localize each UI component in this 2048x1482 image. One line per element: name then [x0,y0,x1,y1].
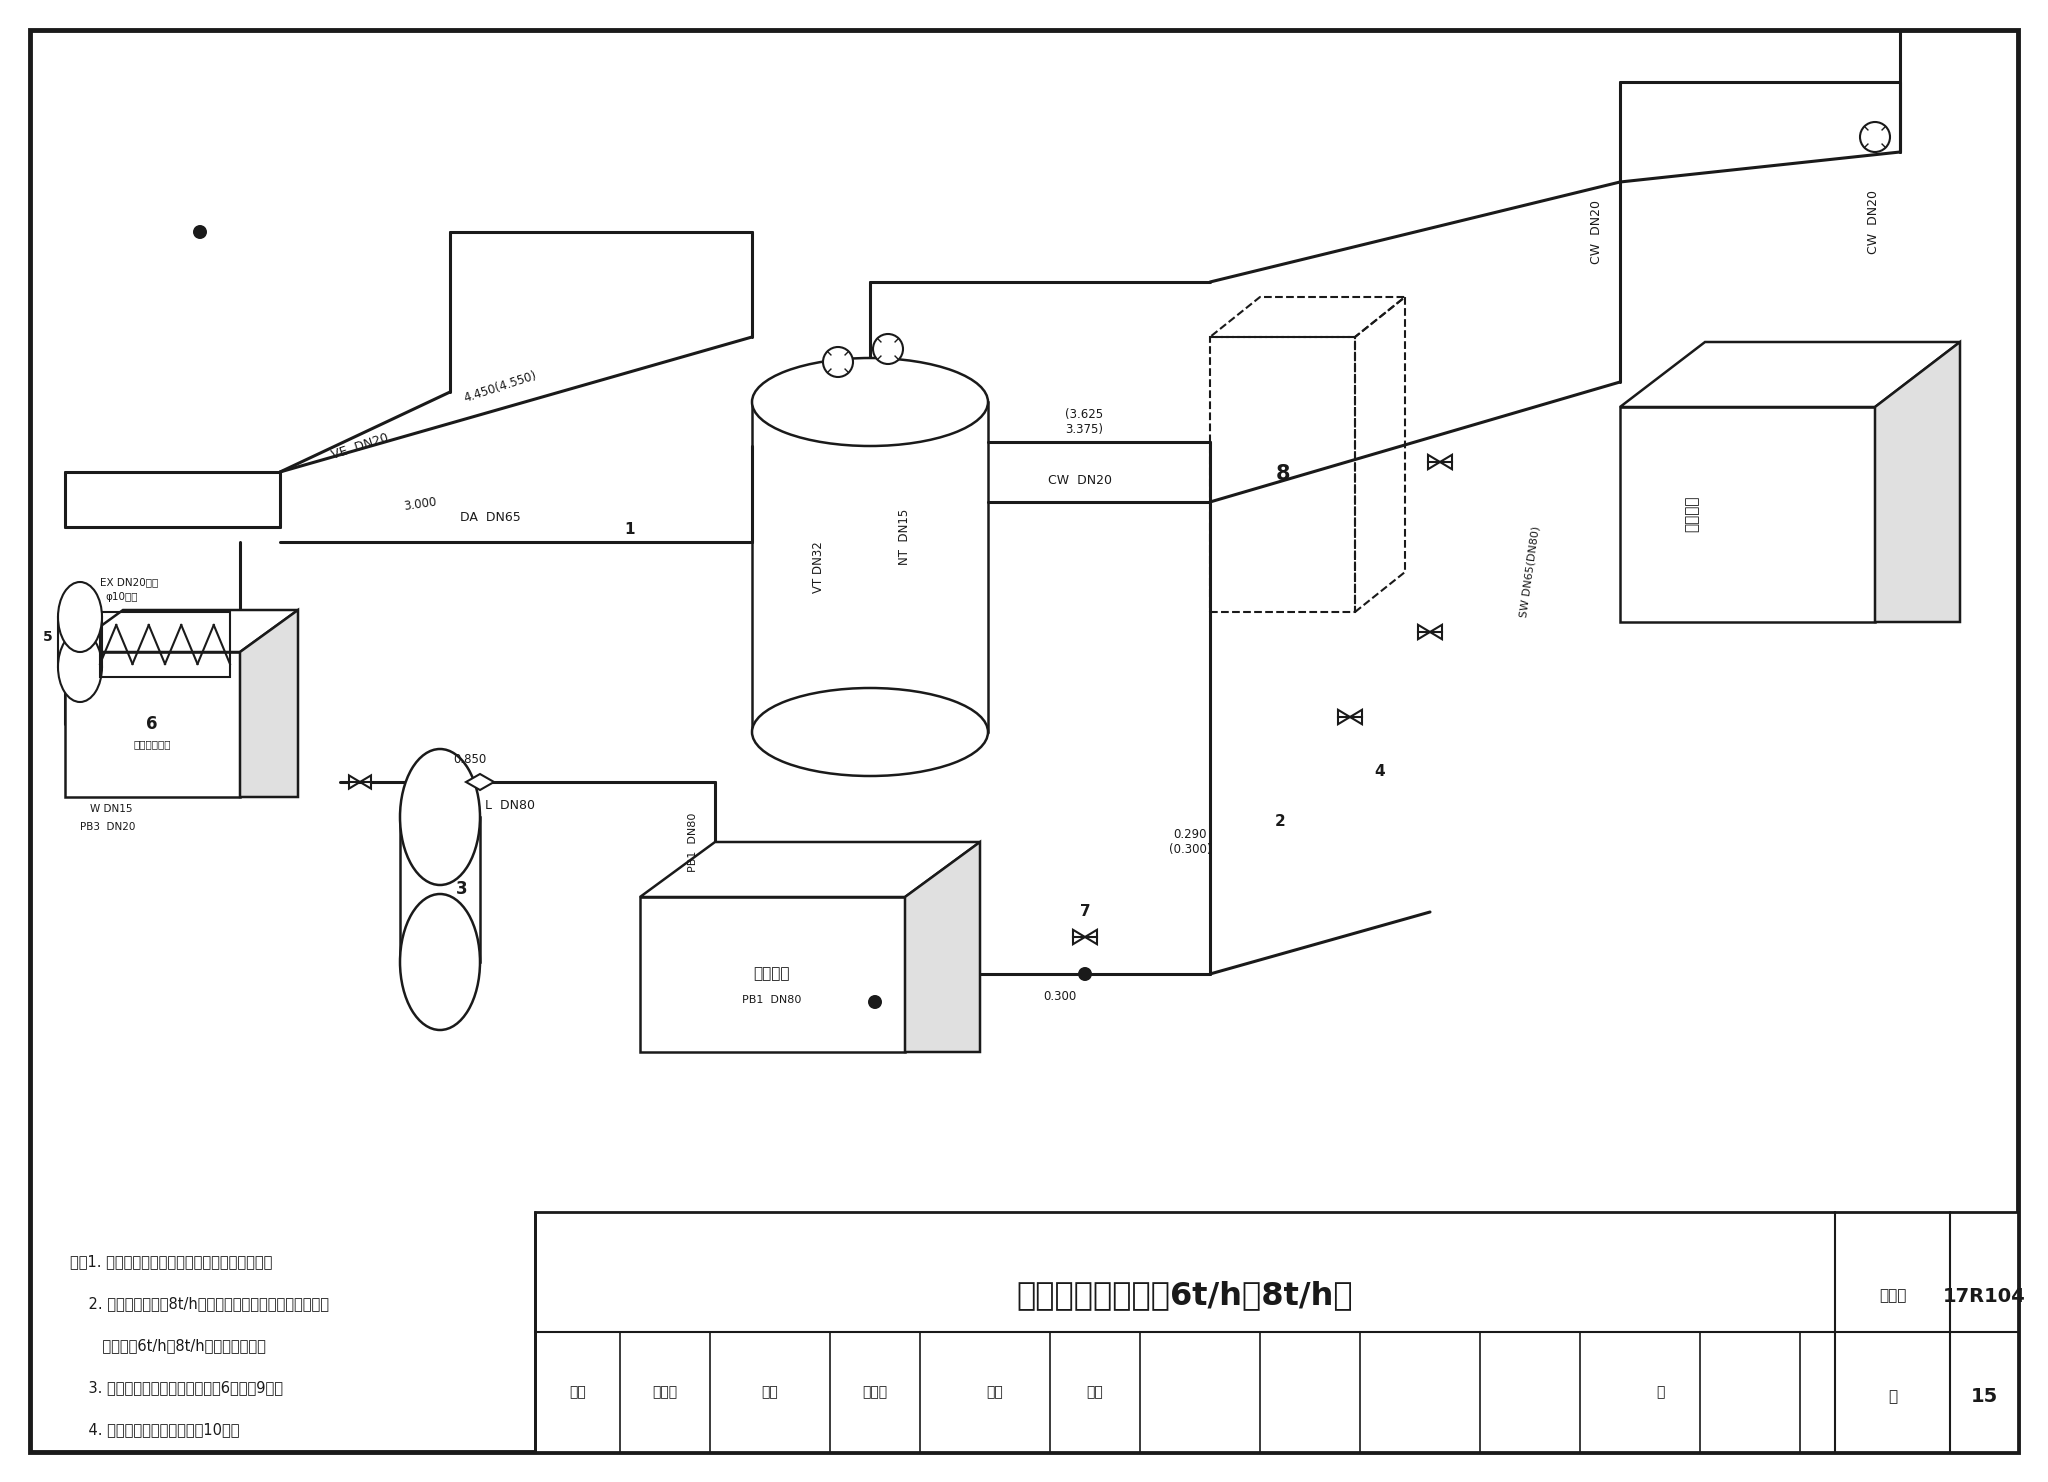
Text: 4. 管道名称及管段号详见第10页。: 4. 管道名称及管段号详见第10页。 [70,1423,240,1438]
Ellipse shape [399,894,479,1030]
Bar [639,897,905,1052]
Polygon shape [1337,710,1350,725]
Bar [100,612,229,677]
Ellipse shape [57,582,102,652]
Text: 刘达: 刘达 [1087,1386,1104,1399]
Bar [535,1212,2017,1452]
Ellipse shape [752,688,987,777]
Polygon shape [1073,929,1085,944]
Text: 软化水箱: 软化水箱 [1686,496,1700,532]
Text: 5: 5 [43,630,53,645]
Polygon shape [1876,342,1960,622]
Text: 图集号: 图集号 [1878,1288,1907,1304]
Polygon shape [240,611,299,797]
Polygon shape [360,775,371,788]
Text: 其他尺寸6t/h、8t/h除氧系统相同。: 其他尺寸6t/h、8t/h除氧系统相同。 [70,1338,266,1353]
Text: 2. 括号内尺寸表示8t/h除氧系统对应的设备及管道尺寸，: 2. 括号内尺寸表示8t/h除氧系统对应的设备及管道尺寸， [70,1297,330,1312]
Circle shape [872,333,903,365]
Text: CW  DN20: CW DN20 [1049,474,1112,488]
Text: 3: 3 [457,880,467,898]
Circle shape [823,347,854,376]
Text: 1: 1 [625,523,635,538]
Polygon shape [639,842,981,897]
Text: VT DN32: VT DN32 [811,541,825,593]
Ellipse shape [399,748,479,885]
Text: φ10软管: φ10软管 [104,591,137,602]
Text: CW  DN20: CW DN20 [1868,190,1880,253]
Circle shape [193,225,207,239]
Polygon shape [1085,929,1098,944]
Text: 来自生来水管: 来自生来水管 [133,740,170,748]
Text: NT  DN15: NT DN15 [899,508,911,565]
Text: 校对: 校对 [762,1386,778,1399]
Text: 3. 设备名称、编号及图例详见第6页、第9页。: 3. 设备名称、编号及图例详见第6页、第9页。 [70,1381,283,1396]
Text: 8: 8 [1276,464,1290,485]
Circle shape [868,994,883,1009]
Text: 审核: 审核 [569,1386,586,1399]
Text: PB1  DN80: PB1 DN80 [741,994,801,1005]
Text: DA  DN65: DA DN65 [459,511,520,525]
Text: 3.000: 3.000 [403,495,438,513]
Text: 0.300: 0.300 [1042,990,1077,1003]
Bar [1210,336,1356,612]
Polygon shape [905,842,981,1052]
Text: L  DN80: L DN80 [485,799,535,812]
Text: 0.850: 0.850 [453,753,487,766]
Text: 车卫彤: 车卫彤 [653,1386,678,1399]
Polygon shape [467,774,494,790]
Text: 4.450(4.550): 4.450(4.550) [461,369,539,405]
Text: PB1  DN80: PB1 DN80 [688,812,698,871]
Bar [66,652,240,797]
Text: W DN15: W DN15 [90,805,133,814]
Text: 除氧水箱: 除氧水箱 [754,966,791,981]
Text: 0.290
(0.300): 0.290 (0.300) [1169,828,1210,857]
Ellipse shape [752,359,987,446]
Text: 页: 页 [1657,1386,1665,1399]
Text: VE  DN20: VE DN20 [330,431,391,462]
Polygon shape [348,775,360,788]
Text: (3.625
3.375): (3.625 3.375) [1065,408,1104,436]
Polygon shape [1417,625,1430,639]
Text: 15: 15 [1970,1387,1997,1406]
Text: 设计: 设计 [987,1386,1004,1399]
Polygon shape [1620,342,1960,408]
Text: EX DN20软管: EX DN20软管 [100,576,158,587]
Text: 页: 页 [1888,1390,1896,1405]
Text: 7: 7 [1079,904,1090,919]
Text: CW  DN20: CW DN20 [1589,200,1604,264]
Text: 6: 6 [145,714,158,734]
Text: 4: 4 [1374,765,1384,780]
Text: SW DN65(DN80): SW DN65(DN80) [1520,526,1542,618]
Text: 管道连接示意图（6t/h、8t/h）: 管道连接示意图（6t/h、8t/h） [1016,1280,1354,1312]
Circle shape [1860,122,1890,153]
Bar [1620,408,1876,622]
Polygon shape [1440,455,1452,470]
Polygon shape [1430,625,1442,639]
Text: PB3  DN20: PB3 DN20 [80,823,135,831]
Text: 2: 2 [1274,815,1286,830]
Ellipse shape [57,631,102,702]
Polygon shape [1350,710,1362,725]
Text: 17R104: 17R104 [1944,1286,2025,1306]
Text: 注：1. 真空抽气管与真空泵进气管接口对焊焊接。: 注：1. 真空抽气管与真空泵进气管接口对焊焊接。 [70,1254,272,1270]
Polygon shape [1427,455,1440,470]
Circle shape [1077,966,1092,981]
Polygon shape [66,611,299,652]
Text: 安玉生: 安玉生 [862,1386,887,1399]
